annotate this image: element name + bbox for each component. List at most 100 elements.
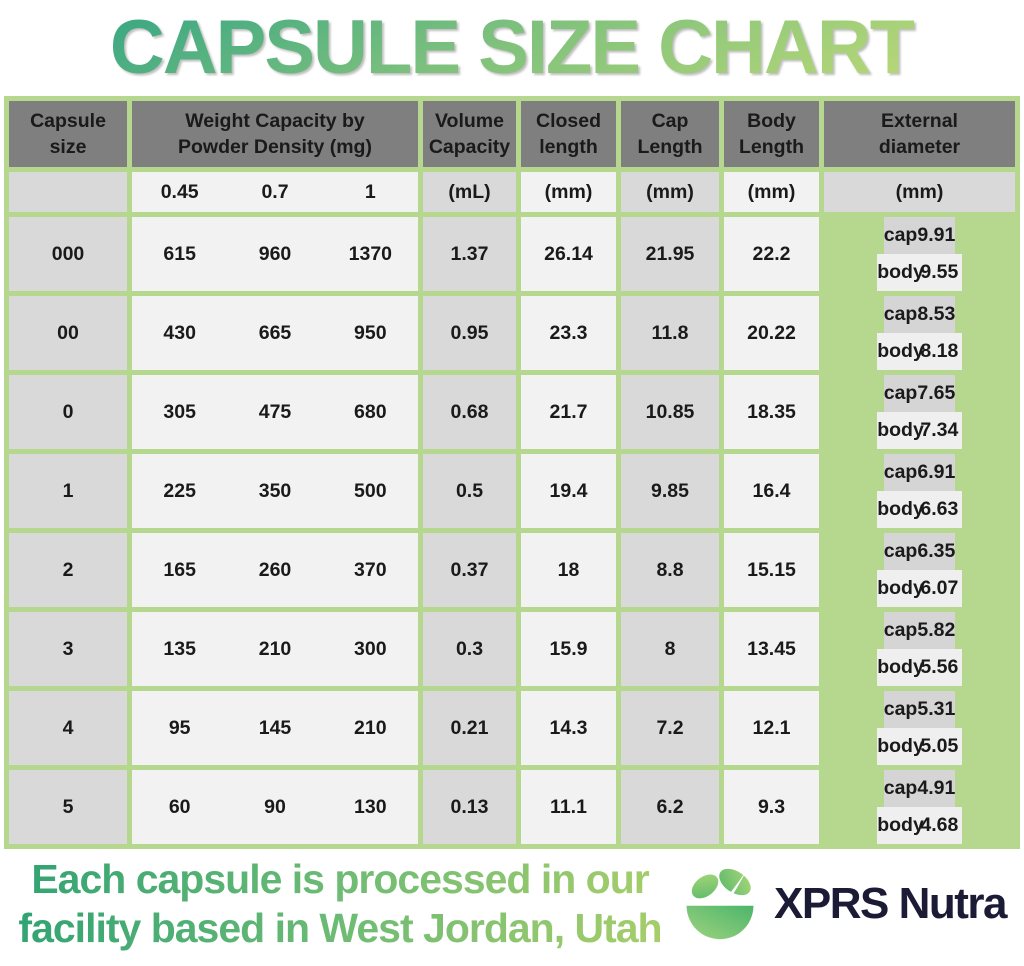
cell-weight-1: 680 [354, 400, 387, 423]
cell-weight-045: 430 [163, 321, 196, 344]
cell-cap-length: 7.2 [621, 691, 719, 765]
cell-volume: 0.37 [423, 533, 516, 607]
table-subheader-row: 0.45 0.7 1 (mL) (mm) (mm) (mm) (mm) [9, 172, 1015, 212]
cell-cap-length: 9.85 [621, 454, 719, 528]
cell-external-diameter: cap 5.31 body 5.05 [824, 691, 1015, 765]
title-bar: CAPSULE SIZE CHART [0, 0, 1024, 96]
cell-weight-1: 1370 [348, 242, 393, 265]
cell-volume: 0.3 [423, 612, 516, 686]
external-body-value: 4.68 [920, 814, 959, 836]
density-1: 1 [364, 180, 376, 203]
external-body-label: body [877, 577, 924, 599]
cell-body-length: 12.1 [724, 691, 819, 765]
cell-weight-045: 95 [168, 716, 191, 739]
footer-tagline: Each capsule is processed in our facilit… [18, 855, 662, 952]
table-row: 3 135 210 300 0.3 15.9 8 13.45 cap 5.82 … [9, 612, 1015, 686]
external-body-row: body 6.63 [877, 491, 962, 528]
cell-cap-length: 10.85 [621, 375, 719, 449]
cell-weight-045: 165 [163, 558, 196, 581]
header-external-diameter: External diameter [824, 101, 1015, 167]
external-body-label: body [877, 340, 924, 362]
cell-capsule-size: 2 [9, 533, 127, 607]
external-body-row: body 6.07 [877, 570, 962, 607]
subheader-empty [9, 172, 127, 212]
capsule-size-table: Capsule size Weight Capacity by Powder D… [4, 96, 1020, 849]
external-cap-value: 8.53 [917, 303, 956, 325]
external-body-value: 9.55 [920, 261, 959, 283]
external-cap-row: cap 5.31 [883, 691, 955, 728]
cell-cap-length: 8.8 [621, 533, 719, 607]
cell-weight-1: 370 [354, 558, 387, 581]
external-cap-value: 9.91 [917, 224, 956, 246]
cell-capsule-size: 5 [9, 770, 127, 844]
cell-external-diameter: cap 7.65 body 7.34 [824, 375, 1015, 449]
cell-closed-length: 19.4 [521, 454, 616, 528]
external-body-row: body 8.18 [877, 333, 962, 370]
external-body-label: body [877, 261, 924, 283]
cell-external-diameter: cap 8.53 body 8.18 [824, 296, 1015, 370]
cell-weight-capacity: 60 90 130 [132, 770, 418, 844]
density-07: 0.7 [261, 180, 289, 203]
external-body-label: body [877, 498, 924, 520]
page-title: CAPSULE SIZE CHART [109, 5, 916, 90]
cell-external-diameter: cap 4.91 body 4.68 [824, 770, 1015, 844]
header-cap-length-label: Cap Length [637, 109, 703, 158]
external-body-label: body [877, 419, 924, 441]
cell-weight-1: 500 [354, 479, 387, 502]
cell-volume: 0.95 [423, 296, 516, 370]
cell-body-length: 20.22 [724, 296, 819, 370]
cell-weight-045: 60 [168, 795, 191, 818]
external-cap-value: 4.91 [917, 777, 956, 799]
header-closed-length: Closed length [521, 101, 616, 167]
header-cap-length: Cap Length [621, 101, 719, 167]
external-body-label: body [877, 735, 924, 757]
cell-external-diameter: cap 5.82 body 5.56 [824, 612, 1015, 686]
footer: Each capsule is processed in our facilit… [0, 849, 1024, 966]
external-body-row: body 7.34 [877, 412, 962, 449]
brand-name: XPRS Nutra [774, 878, 1007, 928]
density-045: 0.45 [160, 180, 199, 203]
external-cap-value: 7.65 [917, 382, 956, 404]
cell-weight-07: 145 [258, 716, 292, 739]
cell-weight-07: 210 [258, 637, 292, 660]
leaf-bowl-icon [686, 868, 754, 939]
external-cap-row: cap 7.65 [883, 375, 956, 412]
cell-cap-length: 6.2 [621, 770, 719, 844]
cell-body-length: 13.45 [724, 612, 819, 686]
header-capsule-size: Capsule size [9, 101, 127, 167]
header-closed-length-label: Closed length [535, 109, 601, 158]
external-body-label: body [877, 656, 924, 678]
subheader-body-unit: (mm) [724, 172, 819, 212]
external-body-row: body 4.68 [877, 807, 962, 844]
header-body-length-label: Body Length [739, 109, 804, 158]
cell-weight-capacity: 305 475 680 [132, 375, 418, 449]
cell-volume: 1.37 [423, 217, 516, 291]
external-body-value: 7.34 [920, 419, 959, 441]
header-external-diameter-label: External diameter [878, 109, 961, 158]
cell-weight-07: 960 [258, 242, 292, 265]
cell-closed-length: 23.3 [521, 296, 616, 370]
header-volume-capacity: Volume Capacity [423, 101, 516, 167]
cell-weight-07: 350 [258, 479, 292, 502]
table-body: 000 615 960 1370 1.37 26.14 21.95 22.2 c… [9, 217, 1015, 844]
header-weight-capacity: Weight Capacity by Powder Density (mg) [132, 101, 418, 167]
cell-volume: 0.5 [423, 454, 516, 528]
cell-capsule-size: 000 [9, 217, 127, 291]
cell-cap-length: 11.8 [621, 296, 719, 370]
external-body-row: body 5.56 [877, 649, 962, 686]
external-cap-row: cap 6.91 [883, 454, 956, 491]
cell-capsule-size: 4 [9, 691, 127, 765]
cell-weight-045: 305 [163, 400, 196, 423]
cell-body-length: 22.2 [724, 217, 819, 291]
external-cap-value: 6.91 [917, 461, 956, 483]
table-row: 000 615 960 1370 1.37 26.14 21.95 22.2 c… [9, 217, 1015, 291]
external-body-value: 5.05 [920, 735, 959, 757]
external-cap-value: 6.35 [917, 540, 956, 562]
header-weight-capacity-label: Weight Capacity by Powder Density (mg) [178, 109, 372, 158]
cell-weight-07: 475 [258, 400, 292, 423]
external-body-value: 5.56 [920, 656, 959, 678]
external-cap-label: cap [883, 698, 918, 720]
header-capsule-size-label: Capsule size [30, 109, 106, 158]
table-row: 0 305 475 680 0.68 21.7 10.85 18.35 cap … [9, 375, 1015, 449]
